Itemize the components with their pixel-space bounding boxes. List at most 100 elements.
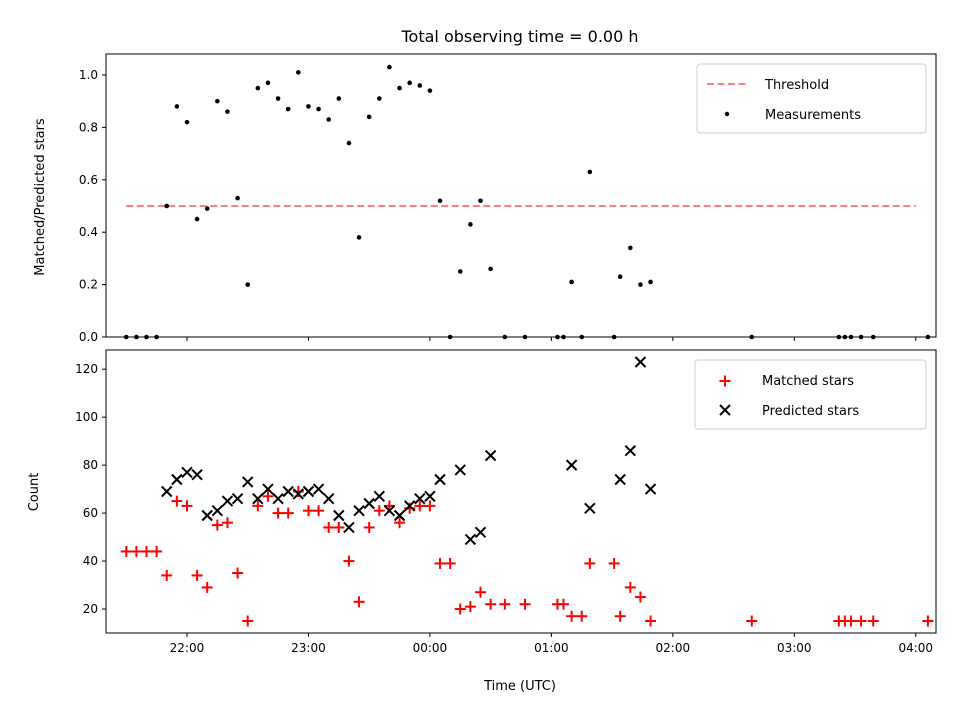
predicted-stars-layer [161,356,657,546]
predicted-legend-label: Predicted stars [762,404,859,419]
top-legend-box [696,63,927,134]
predicted-star-point [484,449,497,462]
predicted-star-point [231,492,244,505]
measurement-point [316,106,321,112]
predicted-star-point [614,473,626,486]
predicted-star-point [414,492,426,505]
matched-star-point [566,610,578,622]
bottom-plot-frame [105,349,937,634]
predicted-star-point [634,356,647,368]
predicted-star-point [383,504,396,517]
matched-star-point [475,586,487,598]
predicted-star-point [454,464,466,476]
bottom-ytick-label: 20 [83,602,98,616]
matched-star-point [634,591,646,603]
measurement-point [488,266,493,272]
matched-star-point [130,545,142,557]
predicted-star-point [363,497,375,510]
matched-stars-layer [120,486,934,627]
bottom-ytick-label: 80 [83,458,98,472]
measurement-point [235,195,240,201]
measurement-point [468,222,473,227]
predicted-star-point [624,445,637,457]
matched-star-point [242,615,254,627]
measurement-point [478,198,483,204]
measurements-legend-label: Measurements [765,108,861,123]
bottom-xtick-label: 04:00 [898,641,933,655]
predicted-star-point [272,492,284,505]
predicted-star-point [312,483,325,495]
matched-star-point [252,500,264,512]
predicted-star-point [373,490,385,503]
bottom-y-ticks: 20 40 60 80 100 120 [75,362,106,616]
matched-star-point [576,610,588,622]
measurement-point [617,274,623,280]
matched-star-point [313,505,325,517]
measurements-legend-swatch [724,111,730,117]
predicted-star-point [474,526,487,538]
matched-star-point [855,615,867,627]
measurement-point [376,96,382,101]
matched-star-point [333,521,345,533]
bottom-xtick-label: 23:00 [291,641,326,655]
matched-star-point [211,519,223,531]
measurement-point [245,282,251,287]
measurement-point [336,96,342,101]
top-ytick-label: 0.2 [79,278,98,292]
measurement-point [184,119,190,125]
measurement-point [174,104,180,109]
top-ytick-label: 0.6 [79,173,98,187]
matched-star-point [414,500,426,512]
matched-star-point [485,598,497,610]
top-plot-frame [105,53,937,338]
measurement-point [457,269,463,274]
matched-star-point [624,581,636,593]
predicted-star-point [252,492,264,505]
predicted-star-point [353,504,365,517]
measurement-point [296,70,301,75]
bottom-panel-ylabel: Count [27,473,42,512]
predicted-star-point [242,476,254,488]
matched-star-point [262,490,274,502]
measurement-point [628,245,633,251]
matched-star-point [608,557,620,569]
matched-star-point [746,615,758,627]
matched-star-point [272,507,284,519]
matched-star-point [120,545,132,557]
bottom-panel-xlabel: Time (UTC) [483,679,556,694]
matched-star-point [161,569,173,581]
predicted-star-point [565,459,578,471]
measurement-point [356,235,362,240]
top-x-ticks [186,337,917,341]
predicted-star-point [161,485,173,498]
matched-star-point [353,596,365,608]
measurement-point [587,169,593,175]
bottom-xtick-label: 03:00 [777,641,812,655]
measurement-point [326,117,331,122]
predicted-star-point [201,509,213,522]
measurement-point [638,282,643,287]
matched-star-point [201,581,213,593]
matched-star-point [373,505,385,517]
matched-star-point [140,545,152,557]
measurement-point [306,104,311,109]
predicted-star-point [644,483,657,495]
matched-star-point [343,555,355,567]
matched-star-point [302,505,314,517]
measurement-point [285,106,291,112]
predicted-star-point [292,488,305,500]
top-y-ticks: 0.0 0.2 0.4 0.6 0.8 1.0 [79,68,106,344]
matched-legend-swatch [719,375,731,387]
bottom-xtick-label: 02:00 [656,641,691,655]
matched-star-point [922,615,934,627]
matched-star-point [519,598,531,610]
top-ytick-label: 0.0 [79,330,98,344]
predicted-star-point [282,485,294,498]
measurement-point [417,83,423,88]
measurement-point [255,85,261,91]
measurement-point [265,80,271,86]
measurement-point [648,279,653,285]
predicted-star-point [191,469,203,481]
top-panel-title: Total observing time = 0.00 h [400,27,638,46]
matched-star-point [171,495,183,507]
